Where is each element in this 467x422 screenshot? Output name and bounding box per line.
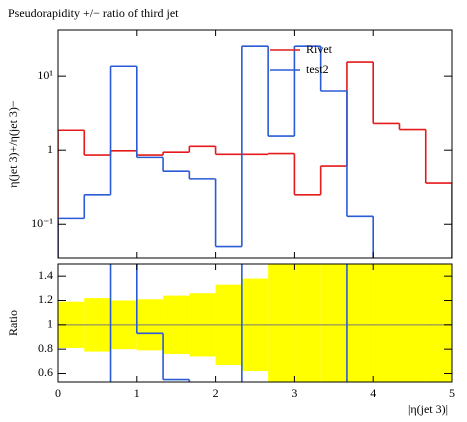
error-band	[294, 264, 321, 382]
y-tick-label: 1.4	[38, 268, 53, 282]
step-riser	[58, 62, 452, 258]
step-riser	[109, 264, 348, 382]
x-tick-label: 4	[370, 386, 376, 400]
frame	[57, 29, 453, 259]
legend-label: Rivet	[306, 42, 333, 56]
error-band	[320, 264, 347, 382]
y-tick-label: 0.6	[38, 365, 53, 379]
y-tick-label: 10⁻¹	[31, 216, 53, 230]
error-band	[346, 264, 374, 382]
y-tick-label: 1.2	[38, 292, 53, 306]
y-tick-label: 0.8	[38, 341, 53, 355]
x-axis-label: |η(jet 3)|	[408, 402, 448, 416]
y-axis-label: η(jet 3)+/η(jet 3)−	[6, 100, 20, 188]
y-tick-label: 1	[47, 142, 53, 156]
x-tick-label: 2	[213, 386, 219, 400]
chart-title: Pseudorapidity +/− ratio of third jet	[8, 6, 179, 20]
y-axis-label: Ratio	[6, 310, 20, 336]
error-band	[268, 264, 295, 382]
error-band	[373, 264, 400, 382]
plot-area	[58, 45, 452, 258]
y-tick-label: 10¹	[37, 68, 53, 82]
error-band	[425, 264, 452, 382]
frame	[57, 263, 453, 383]
legend-label: test2	[306, 62, 329, 76]
ratio-area	[58, 264, 452, 382]
step-riser	[58, 46, 374, 258]
error-band	[399, 264, 426, 382]
x-tick-label: 5	[449, 386, 455, 400]
x-tick-label: 3	[291, 386, 297, 400]
axes: 10⁻¹ 1 10¹ Rivet test2 0 1 2 3 4 5 0.6 0.8 1 1.2 1.4	[31, 30, 455, 400]
x-tick-label: 0	[55, 386, 61, 400]
x-tick-label: 1	[134, 386, 140, 400]
y-tick-label: 1	[47, 317, 53, 331]
